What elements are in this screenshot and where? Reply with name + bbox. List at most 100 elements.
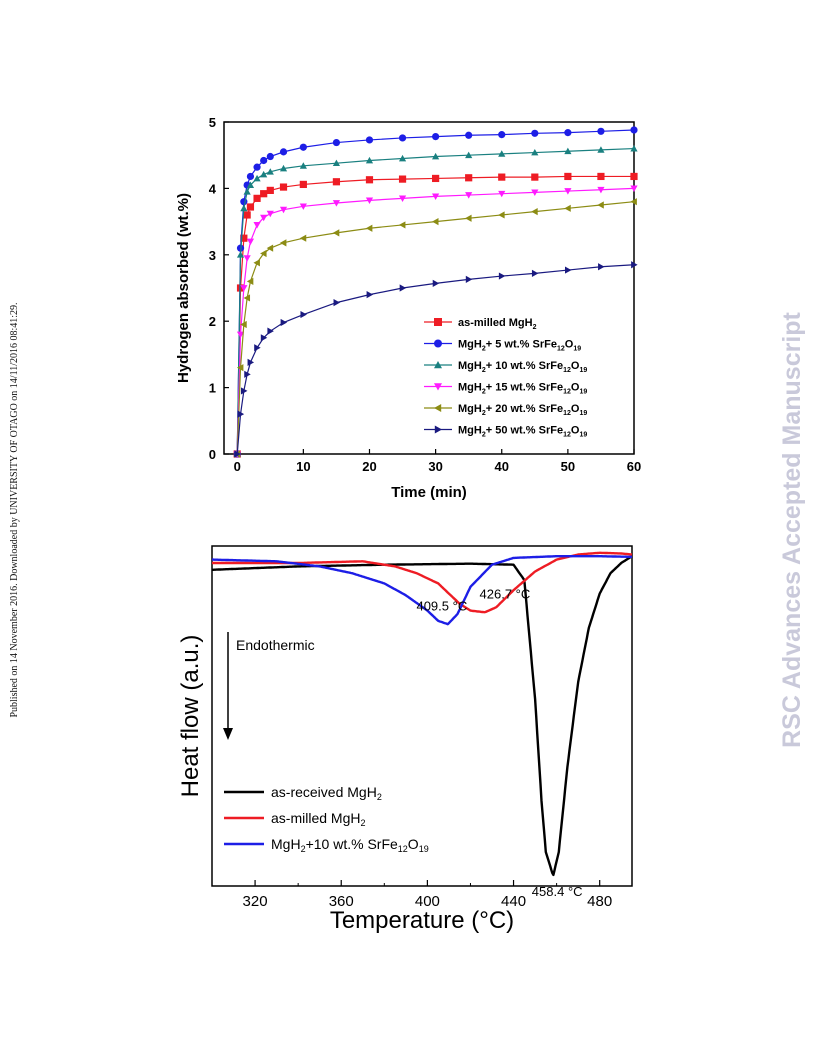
data-point [398,175,407,183]
peak-label: 409.5 °C [416,599,467,614]
x-tick-label: 400 [415,893,440,910]
legend-label: as-milled MgH2 [458,317,537,331]
legend-label-text: MgH [458,425,482,437]
data-point [260,170,268,178]
x-tick-label: 360 [329,893,354,910]
peak-value: 458.4 [532,884,565,899]
axes: 320 360 400 440 480 [243,880,612,910]
data-point [332,138,341,147]
x-tick-label: 20 [362,459,376,474]
data-point [630,172,638,181]
legend-marker [434,383,442,391]
legend-label: MgH2+ 50 wt.% SrFe12O19 [458,425,587,439]
data-point [253,174,261,182]
legend-label: as-milled MgH2 [271,810,365,828]
data-point [398,134,407,142]
legend-label-subscript: 2 [482,389,486,396]
data-point [564,204,571,212]
data-point [365,136,374,144]
legend-label-text: + 20 wt.% SrFe [486,403,563,415]
data-point [260,334,268,342]
data-point [398,195,407,202]
data-point [365,224,373,232]
legend-label: MgH2+ 15 wt.% SrFe12O19 [458,382,587,396]
legend-label: MgH2+ 10 wt.% SrFe12O19 [458,360,587,374]
data-point [498,190,506,198]
x-label-degree: ° [479,907,489,934]
series-line [236,264,635,455]
legend-label: MgH2+ 5 wt.% SrFe12O19 [458,339,581,353]
series-line [236,201,635,455]
data-point [300,310,307,319]
data-point [236,251,245,258]
data-point [564,172,572,181]
legend-label: MgH2+10 wt.% SrFe12O19 [271,836,429,854]
data-point [279,183,288,191]
y-axis-label: Hydrogen absorbed (wt.%) [175,193,192,383]
x-tick-label: 30 [428,459,442,474]
data-point [366,291,374,299]
data-point [299,162,307,169]
legend-label-subscript: 2 [482,367,486,374]
data-point [597,186,605,194]
data-point [531,189,539,196]
peak-unit: °C [564,884,582,899]
x-axis-label: Time (min) [391,484,467,501]
data-point [240,198,248,206]
data-point [243,188,251,195]
watermark-text: RSC Advances Accepted Manuscript [778,311,806,747]
x-tick-label: 50 [561,459,575,474]
data-point [266,210,274,218]
data-point [564,188,572,195]
data-point [465,275,473,283]
x-tick-label: 480 [587,893,612,910]
legend: as-received MgH 2as-milled MgH2 MgH2+10 wt… [224,784,429,854]
legend-marker [434,404,442,412]
peak-unit: °C [449,599,467,614]
data-point [253,194,261,202]
legend-label-subscript: 19 [579,410,587,417]
legend-label-subscript: 19 [573,346,581,353]
data-point [240,285,248,292]
data-point [243,211,251,219]
legend-label-text: MgH [458,403,482,415]
data-point [398,154,407,162]
data-point [237,410,245,418]
data-point [597,127,605,135]
x-label-start: Temperature ( [330,907,479,934]
legend-marker [434,339,442,348]
data-point [279,164,288,172]
data-point [598,263,605,271]
data-point [234,450,241,458]
data-point [432,133,440,141]
series-line [211,555,633,877]
data-point [260,214,268,222]
data-point [630,126,638,134]
peak-value: 409.5 [416,599,449,614]
legend-label-text: MgH [458,382,482,394]
legend-label-subscript: 19 [419,844,429,854]
series-line [211,555,633,626]
data-point [465,174,473,182]
x-tick-label: 10 [296,459,310,474]
legend-label-text: as-received MgH [271,784,377,800]
data-point [254,344,261,352]
y-tick-label: 2 [209,314,216,329]
data-point [564,147,572,155]
legend-label-text: MgH [458,360,482,372]
data-point [432,152,440,160]
data-point [631,261,638,269]
data-point [299,143,307,151]
series [233,185,638,458]
data-series [233,126,638,458]
legend-label-subscript: 2 [360,818,365,828]
data-point [365,197,374,204]
data-point [243,294,251,302]
data-series [211,551,633,877]
data-point [240,387,248,395]
data-point [244,370,251,378]
data-point [531,173,539,181]
